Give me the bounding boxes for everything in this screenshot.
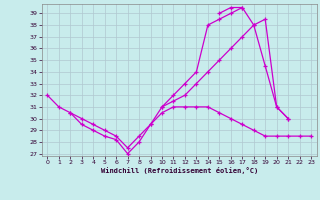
X-axis label: Windchill (Refroidissement éolien,°C): Windchill (Refroidissement éolien,°C) bbox=[100, 167, 258, 174]
